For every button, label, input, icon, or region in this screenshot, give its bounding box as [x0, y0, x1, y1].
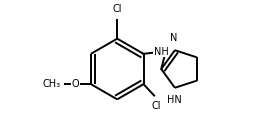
Text: CH₃: CH₃ [43, 79, 60, 89]
Text: NH: NH [154, 47, 168, 57]
Text: Cl: Cl [152, 101, 161, 111]
Text: Cl: Cl [113, 4, 122, 14]
Text: O: O [72, 79, 80, 89]
Text: N: N [171, 33, 178, 43]
Text: HN: HN [167, 95, 181, 105]
